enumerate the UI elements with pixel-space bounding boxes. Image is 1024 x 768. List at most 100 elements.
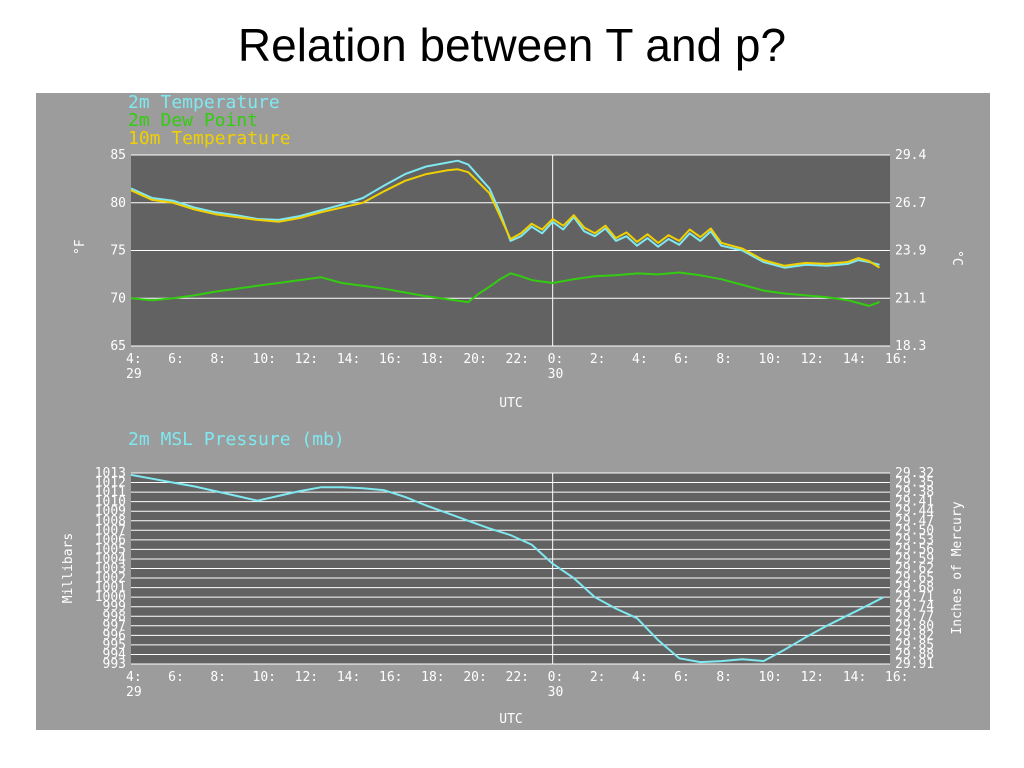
- temperature-lines: [130, 159, 881, 307]
- pressure-x-tick: 0:: [548, 670, 564, 685]
- pressure-y-tick-right: 29.56: [895, 542, 934, 557]
- pressure-y-tick-right: 29.53: [895, 533, 934, 548]
- pressure-y-tick-right: 29.85: [895, 638, 934, 653]
- temperature-x-axis-label: UTC: [499, 396, 522, 411]
- temperature-x-tick: 14:: [337, 352, 360, 367]
- pressure-y-tick-right: 29.65: [895, 571, 934, 586]
- temperature-grid: [131, 154, 890, 347]
- pressure-y-tick-right: 29.74: [895, 600, 934, 615]
- temperature-x-tick: 22:: [506, 352, 529, 367]
- temperature-y-tick-left: 80: [110, 196, 126, 211]
- pressure-x-tick: 20:: [463, 670, 486, 685]
- temperature-y-tick-left: 75: [110, 244, 126, 259]
- temperature-x-tick: 12:: [295, 352, 318, 367]
- pressure-x-tick: 16:: [379, 670, 402, 685]
- pressure-y-tick-left: 1001: [95, 581, 126, 596]
- pressure-y-tick-right: 29.82: [895, 628, 934, 643]
- pressure-y-tick-left: 1006: [95, 533, 126, 548]
- pressure-y-tick-right: 29.91: [895, 657, 934, 672]
- temperature-x-tick: 4:: [126, 352, 142, 367]
- temperature-x-tick: 6:: [674, 352, 690, 367]
- pressure-x-tick: 10:: [253, 670, 276, 685]
- temperature-x-tick: 8:: [716, 352, 732, 367]
- pressure-y-tick-right: 29.77: [895, 609, 934, 624]
- pressure-x-tick: 14:: [337, 670, 360, 685]
- temperature-y-tick-left: 85: [110, 148, 126, 163]
- pressure-y-tick-left: 998: [103, 609, 126, 624]
- pressure-y-tick-left: 1013: [95, 466, 126, 481]
- legend-10m-temperature: 10m Temperature: [128, 128, 291, 149]
- pressure-y-tick-left: 993: [103, 657, 126, 672]
- temperature-x-tick: 20:: [463, 352, 486, 367]
- pressure-x-tick: 12:: [295, 670, 318, 685]
- pressure-x-tick: 4:: [126, 670, 142, 685]
- pressure-y-tick-right: 29.68: [895, 581, 934, 596]
- pressure-y-tick-left: 1012: [95, 476, 126, 491]
- pressure-x-tick: 6:: [674, 670, 690, 685]
- temperature-x-tick: 8:: [210, 352, 226, 367]
- legend-2m-dew-point: 2m Dew Point: [128, 110, 258, 131]
- temperature-x-tick: 14:: [843, 352, 866, 367]
- pressure-y-tick-left: 997: [103, 619, 126, 634]
- pressure-y-tick-left: 1003: [95, 562, 126, 577]
- temperature-y-tick-right: 18.3: [895, 339, 926, 354]
- pressure-y-tick-left: 1004: [95, 552, 126, 567]
- pressure-chart-title: 2m MSL Pressure (mb): [128, 429, 345, 450]
- pressure-y-tick-left: 1005: [95, 542, 126, 557]
- temperature-x-tick: 16:: [379, 352, 402, 367]
- pressure-x-axis-label: UTC: [499, 712, 522, 727]
- chart-svg: 2m Temperature 2m Dew Point 10m Temperat…: [61, 93, 965, 727]
- temperature-y-tick-right: 23.9: [895, 244, 926, 259]
- pressure-x-tick-date: 30: [548, 685, 564, 700]
- legend-2m-temperature: 2m Temperature: [128, 93, 280, 113]
- pressure-chart: 2m MSL Pressure (mb) 993 29.91 994 29.88 995…: [61, 429, 965, 727]
- pressure-y-tick-right: 29.44: [895, 504, 934, 519]
- temperature-x-tick: 12:: [801, 352, 824, 367]
- temperature-x-tick: 10:: [253, 352, 276, 367]
- temperature-x-tick: 4:: [632, 352, 648, 367]
- pressure-y-tick-left: 1010: [95, 495, 126, 510]
- pressure-grid: [131, 472, 890, 665]
- pressure-y-tick-left: 994: [103, 647, 127, 662]
- temperature-ticks: 65 18.370 21.175 23.980 26.785 29.44:296: 8: 10…: [110, 148, 926, 382]
- pressure-right-axis-label: Inches of Mercury: [950, 501, 965, 634]
- pressure-y-tick-right: 29.32: [895, 466, 934, 481]
- pressure-y-tick-left: 995: [103, 638, 126, 653]
- pressure-x-tick: 8:: [716, 670, 732, 685]
- pressure-x-tick: 12:: [801, 670, 824, 685]
- temperature-x-tick: 0:: [548, 352, 564, 367]
- pressure-x-tick: 16:: [885, 670, 908, 685]
- temperature-y-tick-right: 26.7: [895, 196, 926, 211]
- pressure-y-tick-right: 29.80: [895, 619, 934, 634]
- pressure-x-tick: 6:: [168, 670, 184, 685]
- pressure-y-tick-right: 29.41: [895, 495, 934, 510]
- temperature-x-tick-date: 29: [126, 367, 142, 382]
- slide-title: Relation between T and p?: [237, 19, 787, 71]
- pressure-y-tick-left: 1000: [95, 590, 126, 605]
- pressure-x-tick: 18:: [421, 670, 444, 685]
- pressure-y-tick-right: 29.47: [895, 514, 934, 529]
- pressure-y-tick-right: 29.35: [895, 476, 934, 491]
- temperature-y-tick-left: 65: [110, 339, 126, 354]
- temperature-left-axis-label: °F: [73, 239, 88, 255]
- pressure-x-tick: 4:: [632, 670, 648, 685]
- pressure-x-tick: 14:: [843, 670, 866, 685]
- series-line-2m-dew-point: [130, 271, 880, 307]
- chart-panel: 2m Temperature 2m Dew Point 10m Temperat…: [36, 93, 990, 730]
- pressure-y-tick-right: 29.88: [895, 647, 934, 662]
- temperature-x-tick: 16:: [885, 352, 908, 367]
- pressure-lines: [130, 473, 885, 664]
- pressure-y-tick-left: 1011: [95, 485, 126, 500]
- temperature-y-tick-left: 70: [110, 291, 126, 306]
- pressure-y-tick-left: 996: [103, 628, 126, 643]
- series-line-10m-temperature: [130, 168, 881, 269]
- temperature-y-tick-right: 21.1: [895, 291, 926, 306]
- pressure-y-tick-left: 1002: [95, 571, 126, 586]
- temperature-x-tick: 10:: [759, 352, 782, 367]
- pressure-x-tick: 2:: [590, 670, 606, 685]
- pressure-y-tick-left: 999: [103, 600, 126, 615]
- pressure-y-tick-right: 29.71: [895, 590, 934, 605]
- pressure-y-tick-right: 29.62: [895, 562, 934, 577]
- temperature-y-tick-right: 29.4: [895, 148, 926, 163]
- temperature-x-tick: 6:: [168, 352, 184, 367]
